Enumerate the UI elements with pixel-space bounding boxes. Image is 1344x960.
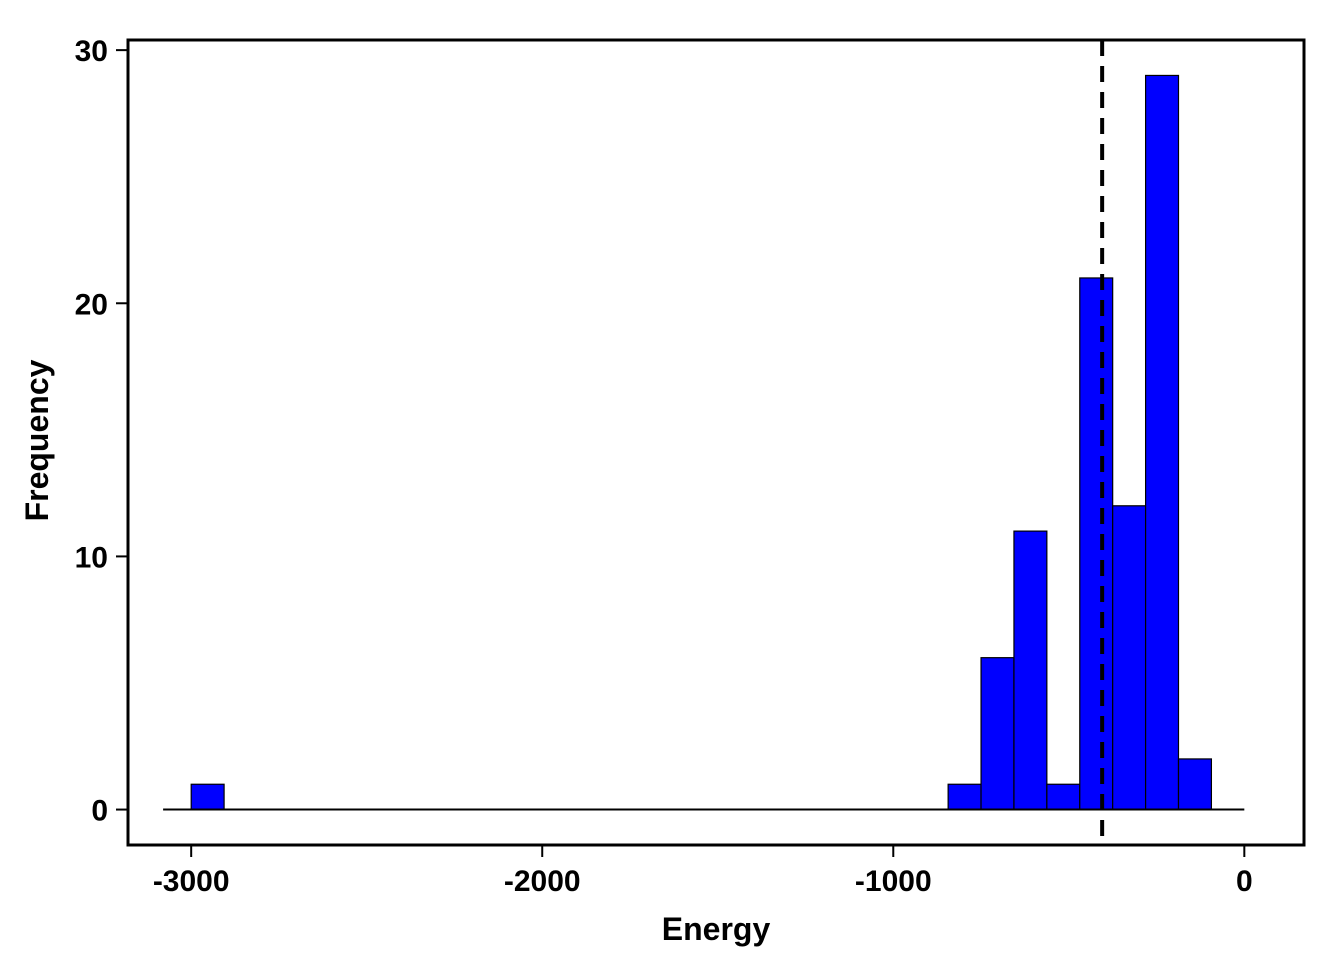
histogram-bar [1177, 758, 1213, 811]
y-tick-label: 20 [75, 288, 108, 321]
y-tick-label: 0 [91, 795, 108, 828]
histogram-bar [1112, 505, 1147, 811]
histogram-bar [190, 783, 225, 811]
x-tick-label: -2000 [504, 865, 581, 898]
y-tick-label: 10 [75, 541, 108, 574]
x-tick-label: -1000 [855, 865, 932, 898]
x-tick-label: 0 [1236, 865, 1253, 898]
y-axis-title: Frequency [19, 359, 55, 521]
histogram-bar [980, 657, 1015, 811]
histogram-bar [947, 783, 982, 811]
histogram-bar [1144, 74, 1180, 811]
x-axis-ticks: -3000 -2000 -1000 0 [153, 845, 1253, 898]
y-tick-label: 30 [75, 35, 108, 68]
plot-frame [126, 38, 1306, 847]
bars-group [190, 74, 1213, 811]
histogram-bar [1046, 783, 1081, 811]
x-axis-title: Energy [662, 911, 771, 947]
histogram-bar [1013, 530, 1048, 811]
histogram-bar [1079, 277, 1114, 811]
y-axis-ticks: 0 10 20 30 [75, 35, 128, 828]
x-tick-label: -3000 [153, 865, 230, 898]
